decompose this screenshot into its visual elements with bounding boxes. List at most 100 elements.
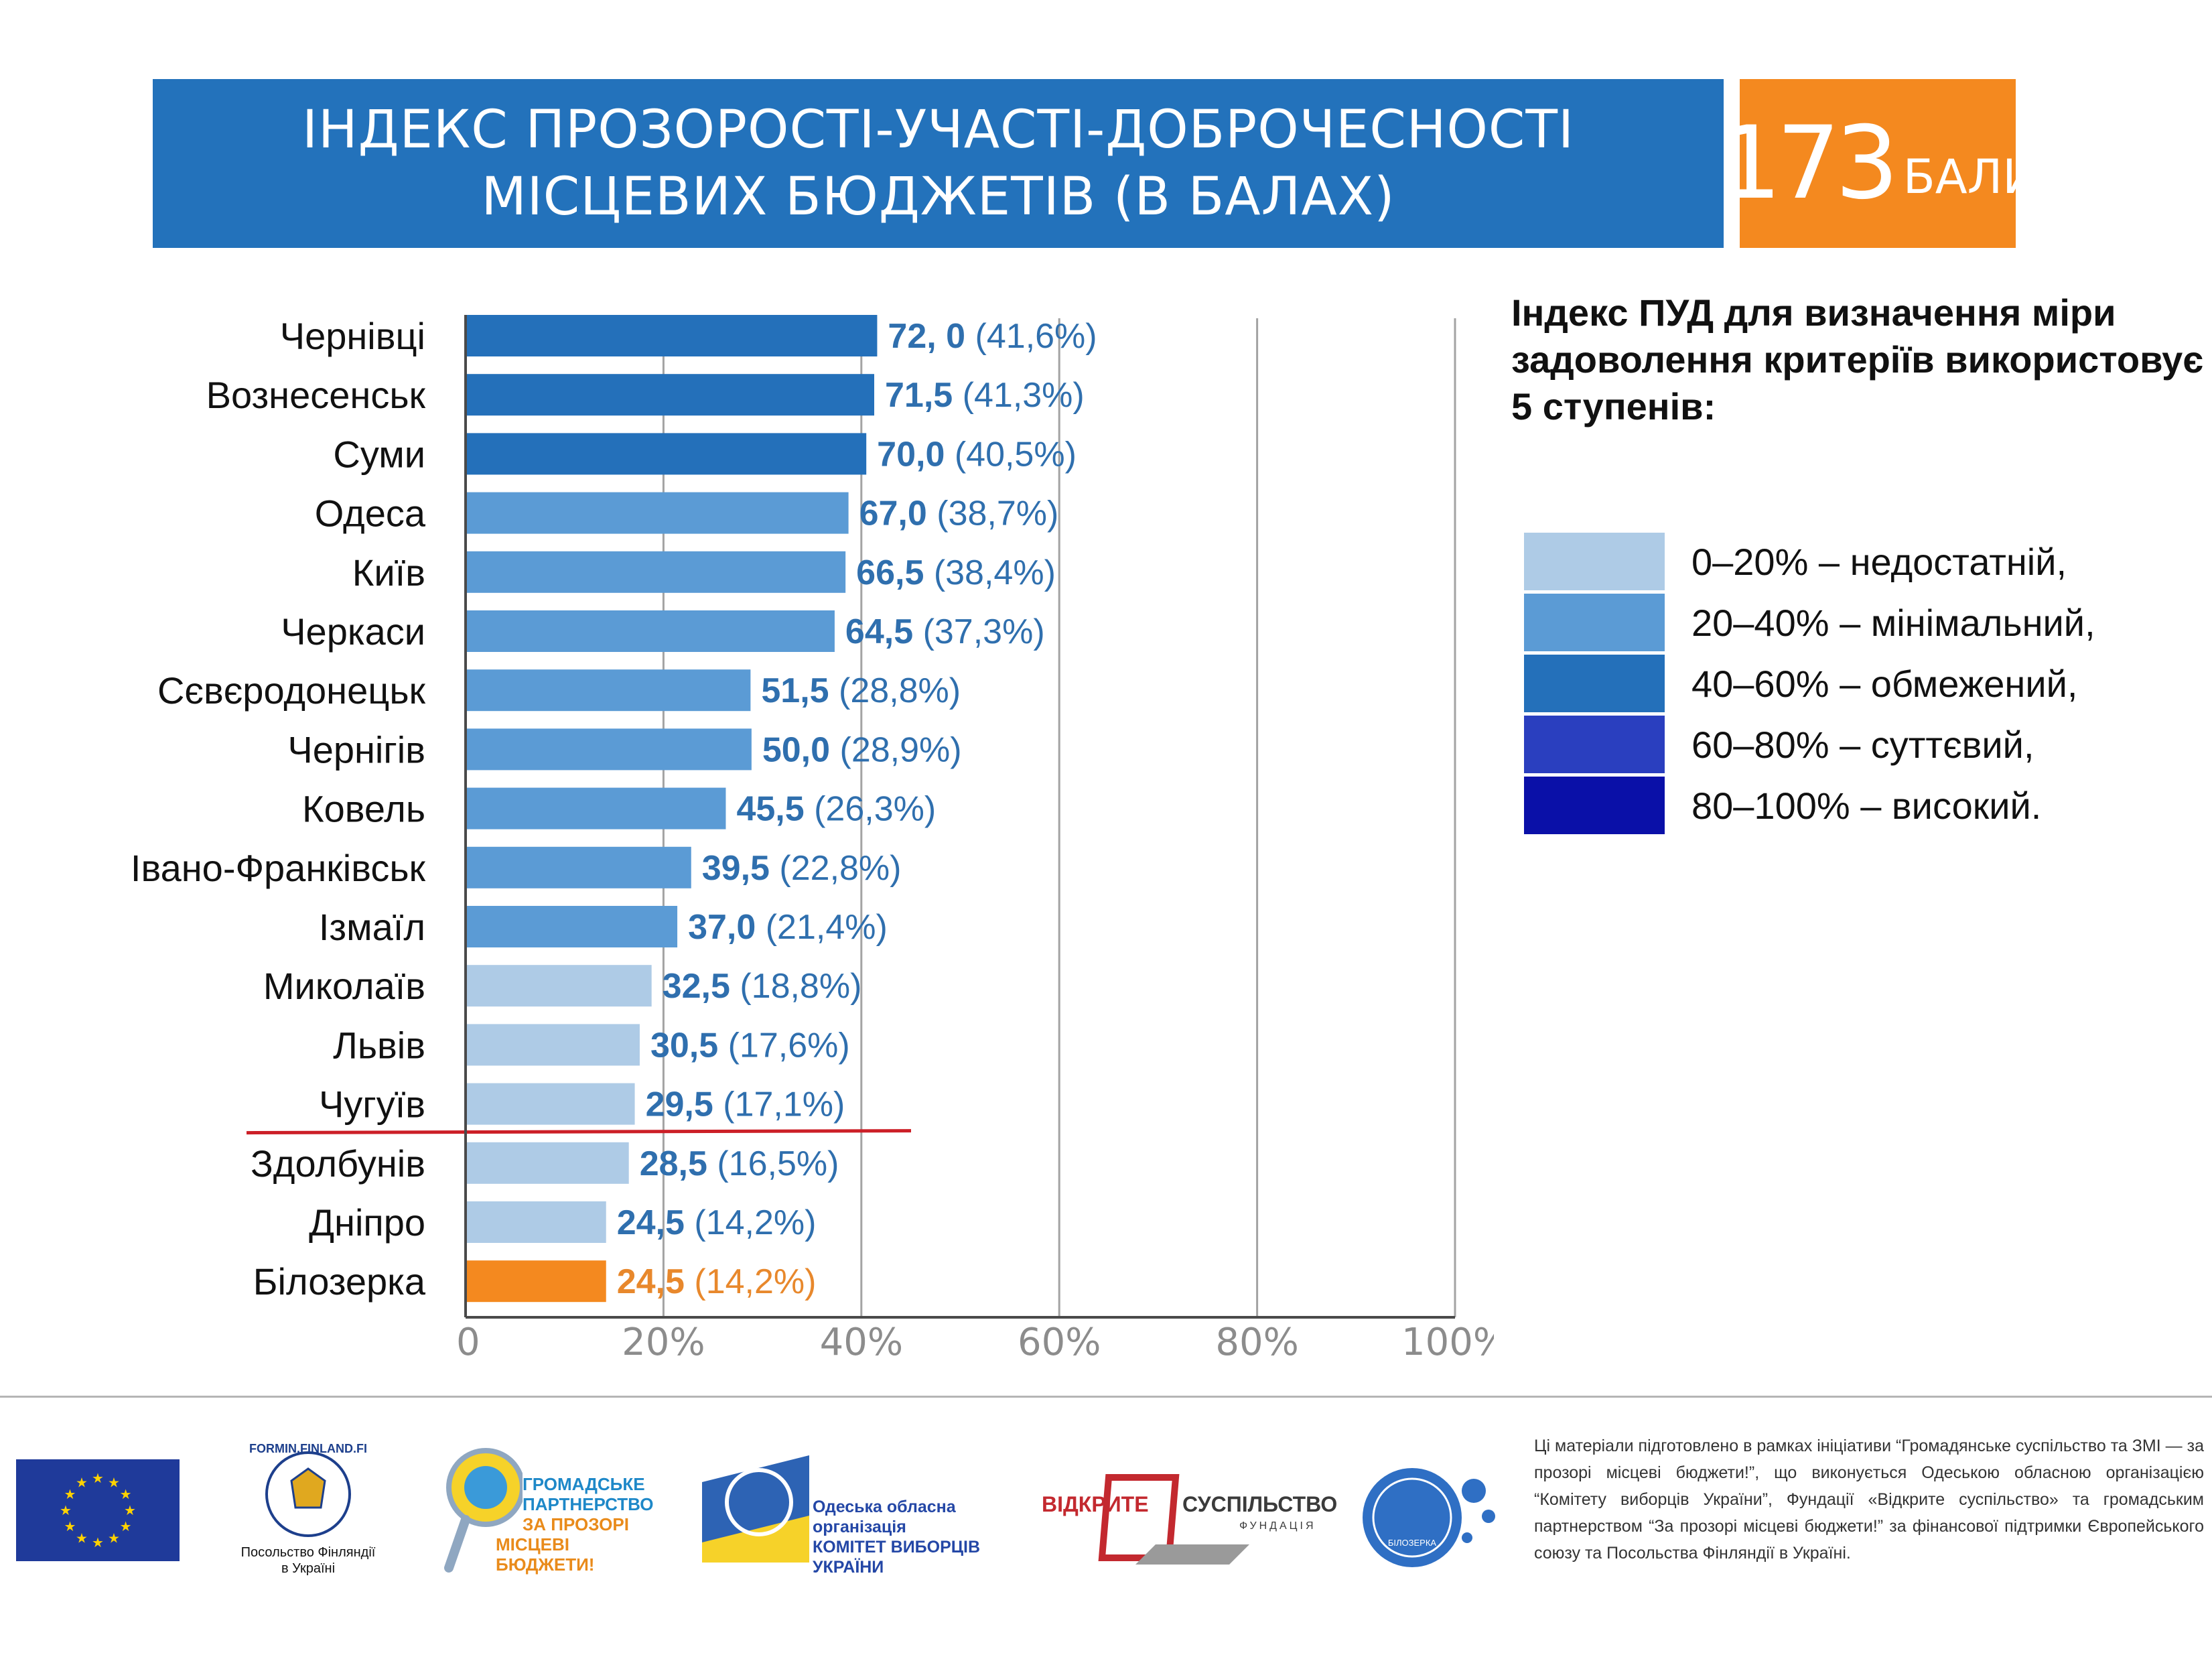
eu-star-icon: ★ xyxy=(92,1470,104,1486)
bilozerka-logo: БІЛОЗЕРКА xyxy=(1360,1464,1501,1571)
category-label: Одеса xyxy=(315,492,426,535)
bar xyxy=(466,1201,606,1243)
category-label: Івано-Франківськ xyxy=(131,847,426,889)
kvu-emblem-icon xyxy=(702,1455,809,1563)
x-tick-label: 20% xyxy=(622,1321,705,1364)
value-label: 24,5 (14,2%) xyxy=(617,1203,817,1242)
value-label: 50,0 (28,9%) xyxy=(762,730,962,769)
bar xyxy=(466,492,849,534)
category-label: Сєвєродонецьк xyxy=(157,669,426,712)
eu-star-icon: ★ xyxy=(60,1502,72,1518)
score-value: 173 xyxy=(1718,105,1898,222)
value-points: 24,5 xyxy=(617,1262,695,1301)
footer-disclaimer: Ці матеріали підготовлено в рамках ініці… xyxy=(1534,1437,2204,1563)
partnership-line-4: МІСЦЕВІ БЮДЖЕТИ! xyxy=(496,1534,595,1575)
legend-label: 40–60% – обмежений, xyxy=(1691,662,2078,705)
open-society-word-1: ВІДКРИТЕ xyxy=(1042,1492,1149,1516)
bar xyxy=(466,846,691,888)
category-label: Львів xyxy=(333,1024,425,1066)
value-percent: (28,8%) xyxy=(839,671,961,710)
bilozerka-name: БІЛОЗЕРКА xyxy=(1388,1538,1437,1548)
bar xyxy=(466,551,846,593)
eu-star-icon: ★ xyxy=(64,1518,76,1534)
value-points: 32,5 xyxy=(663,967,740,1006)
legend-swatch xyxy=(1524,533,1665,590)
legend-item: 40–60% – обмежений, xyxy=(1524,654,2077,713)
value-percent: (14,2%) xyxy=(694,1262,816,1301)
legend-item: 80–100% – високий. xyxy=(1524,776,2041,835)
legend-swatch xyxy=(1524,777,1665,834)
partnership-text: ГРОМАДСЬКЕ ПАРТНЕРСТВО ЗА ПРОЗОРІ МІСЦЕВ… xyxy=(496,1474,663,1575)
value-label: 28,5 (16,5%) xyxy=(640,1144,839,1183)
eu-star-icon: ★ xyxy=(76,1530,88,1546)
value-percent: (38,4%) xyxy=(934,553,1056,592)
score-unit: БАЛИ xyxy=(1903,149,2038,204)
value-label: 24,5 (14,2%) xyxy=(617,1262,817,1301)
value-points: 30,5 xyxy=(650,1026,728,1065)
value-label: 32,5 (18,8%) xyxy=(663,967,862,1006)
score-badge: 173 БАЛИ xyxy=(1718,79,2038,248)
value-percent: (40,5%) xyxy=(955,435,1077,474)
value-points: 45,5 xyxy=(736,790,814,829)
value-points: 72, 0 xyxy=(888,317,975,356)
kvu-line-2: КОМІТЕТ ВИБОРЦІВ УКРАЇНИ xyxy=(813,1538,981,1577)
partnership-line-3: ЗА ПРОЗОРІ xyxy=(523,1514,629,1534)
eu-star-icon: ★ xyxy=(124,1502,136,1518)
legend-swatch xyxy=(1524,716,1665,773)
value-label: 30,5 (17,6%) xyxy=(650,1026,850,1065)
eu-flag-icon: ★★★★★★★★★ ★ ★★ xyxy=(16,1459,180,1561)
eu-star-icon: ★ xyxy=(92,1534,104,1550)
value-percent: (28,9%) xyxy=(840,730,962,769)
value-points: 64,5 xyxy=(845,612,923,651)
partnership-line-1: ГРОМАДСЬКЕ xyxy=(523,1474,645,1494)
legend-item: 60–80% – суттєвий, xyxy=(1524,715,2034,774)
legend-item: 20–40% – мінімальний, xyxy=(1524,593,2095,652)
value-percent: (18,8%) xyxy=(740,967,861,1006)
bar xyxy=(466,787,726,829)
kvu-text: Одеська обласна організація КОМІТЕТ ВИБО… xyxy=(813,1497,1017,1577)
value-label: 70,0 (40,5%) xyxy=(877,435,1077,474)
legend-title-line-1: Індекс ПУД для визначення міри xyxy=(1511,291,2116,334)
x-tick-label: 0 xyxy=(456,1321,480,1364)
open-society-word-3: ФУНДАЦІЯ xyxy=(1239,1520,1316,1532)
category-label: Ковель xyxy=(302,788,425,830)
value-percent: (16,5%) xyxy=(717,1144,839,1183)
open-society-word-2: СУСПІЛЬСТВО xyxy=(1182,1492,1338,1517)
category-label: Суми xyxy=(333,433,425,475)
title-banner: ІНДЕКС ПРОЗОРОСТІ-УЧАСТІ-ДОБРОЧЕСНОСТІ М… xyxy=(153,79,1724,248)
value-percent: (38,7%) xyxy=(937,494,1058,533)
bar xyxy=(466,433,867,475)
finland-lion-icon: FORMIN.FINLAND.FI xyxy=(249,1442,367,1537)
title-line-2: МІСЦЕВИХ БЮДЖЕТІВ (В БАЛАХ) xyxy=(481,167,1395,227)
value-label: 39,5 (22,8%) xyxy=(702,849,902,888)
x-tick-label: 80% xyxy=(1215,1321,1298,1364)
bar xyxy=(466,315,878,356)
category-label: Миколаїв xyxy=(263,965,425,1007)
bar xyxy=(466,728,752,771)
partnership-line-2: ПАРТНЕРСТВО xyxy=(523,1494,654,1514)
footer-divider xyxy=(0,1396,2212,1398)
category-label: Вознесенськ xyxy=(206,374,426,416)
legend-swatch xyxy=(1524,655,1665,712)
legend-title-line-2: задоволення критеріїв використовує xyxy=(1511,338,2204,381)
finland-embassy-logo: FORMIN.FINLAND.FI Посольство Фінляндії в… xyxy=(221,1441,395,1581)
value-label: 64,5 (37,3%) xyxy=(845,612,1045,651)
value-points: 39,5 xyxy=(702,849,780,888)
value-label: 72, 0 (41,6%) xyxy=(888,317,1097,356)
value-label: 29,5 (17,1%) xyxy=(646,1085,845,1124)
value-percent: (22,8%) xyxy=(779,849,901,888)
value-points: 71,5 xyxy=(885,376,963,415)
value-percent: (14,2%) xyxy=(694,1203,816,1242)
bar xyxy=(466,965,652,1007)
value-percent: (26,3%) xyxy=(814,790,936,829)
finland-caption: Посольство Фінляндії в Україні xyxy=(221,1544,395,1577)
legend-label: 20–40% – мінімальний, xyxy=(1691,601,2095,644)
category-label: Білозерка xyxy=(253,1260,426,1303)
category-label: Черкаси xyxy=(281,610,425,653)
legend-label: 60–80% – суттєвий, xyxy=(1691,723,2034,766)
bar xyxy=(466,1142,629,1184)
bar-chart: Чернівці 72, 0 (41,6%) Вознесенськ 71,5 (41… xyxy=(131,315,1494,1364)
legend-label: 0–20% – недостатній, xyxy=(1691,540,2067,583)
value-label: 71,5 (41,3%) xyxy=(885,376,1085,415)
eu-star-icon: ★ xyxy=(120,1486,132,1502)
